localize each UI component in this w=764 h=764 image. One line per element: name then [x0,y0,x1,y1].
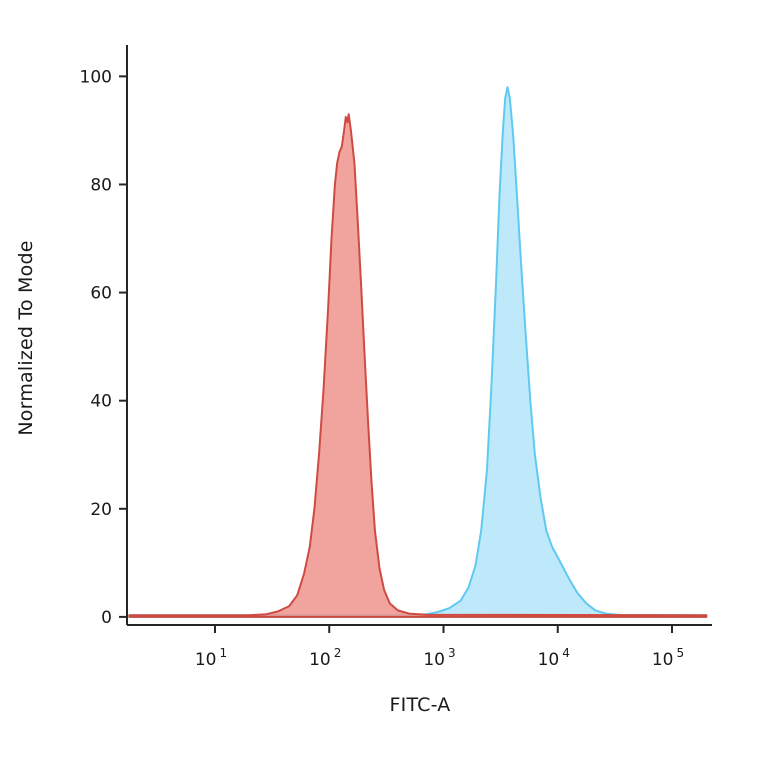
y-tick-label: 20 [90,500,112,520]
x-tick-label: 10 2 [309,646,341,670]
x-tick-label: 10 4 [538,646,570,670]
x-tick-label: 10 5 [652,646,684,670]
y-tick-label: 80 [90,175,112,195]
y-tick-label: 40 [90,392,112,412]
x-axis-label: FITC-A [389,694,451,716]
y-axis-label: Normalized To Mode [15,240,37,436]
y-tick-label: 60 [90,284,112,304]
x-tick-label: 10 3 [423,646,455,670]
red-population-curve [128,113,708,618]
y-tick-label: 100 [80,67,112,87]
x-tick-label: 10 1 [195,646,227,670]
blue-population-curve [128,86,708,618]
y-tick-label: 0 [101,608,112,628]
